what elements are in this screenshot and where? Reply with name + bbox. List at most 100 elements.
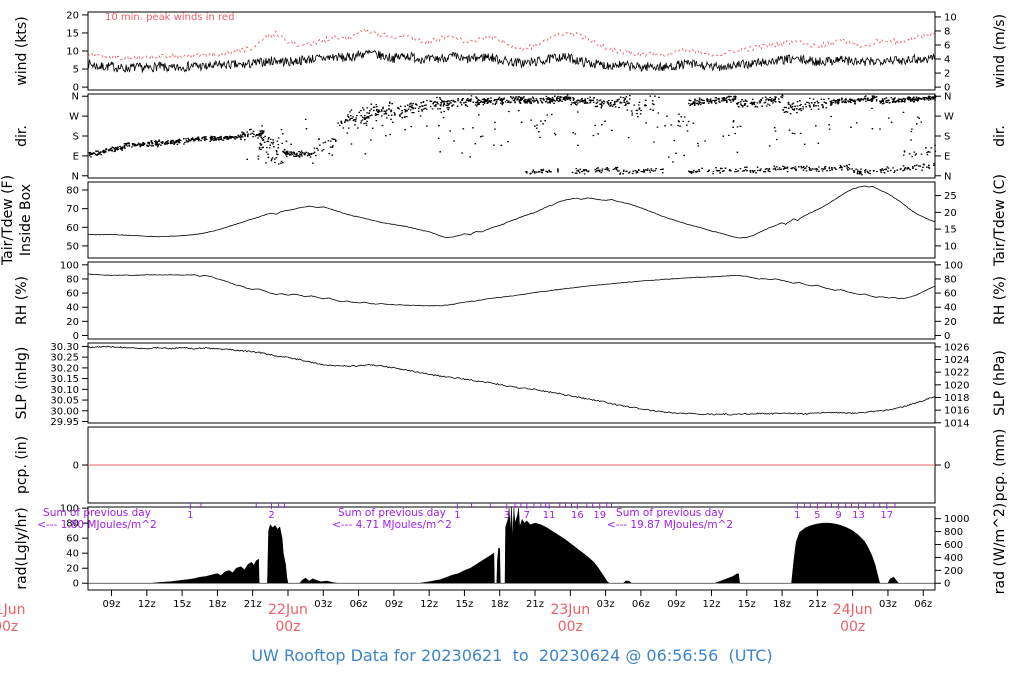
- ytick-label-left-temp: 80: [66, 186, 79, 197]
- axis-title-rh-right: RH (%): [992, 276, 1008, 325]
- rad-sum-line2: <--- 19.87 MJoules/m^2: [607, 519, 733, 531]
- xtick-label: 06z: [350, 599, 368, 610]
- ytick-label-left-slp: 30.10: [50, 385, 79, 396]
- ytick-label-left-slp: 30.20: [50, 363, 79, 374]
- xtick-label: 03z: [879, 599, 897, 610]
- ytick-label-right-slp: 1026: [944, 342, 969, 353]
- ytick-label-left-temp: 60: [66, 223, 79, 234]
- wind-direction-scatter: [88, 94, 937, 176]
- day-label-hour: 00z: [840, 619, 865, 635]
- ytick-label-left-rad: 20: [66, 564, 79, 575]
- ytick-label-left-rad: 60: [66, 534, 79, 545]
- ytick-label-right-rh: 20: [944, 317, 957, 328]
- ytick-label-right-rh: 0: [944, 331, 950, 342]
- panel-border-dir: [87, 93, 936, 179]
- panel-border-slp: [87, 342, 936, 424]
- axis-title-slp-left: SLP (inHg): [14, 347, 30, 420]
- ytick-label-right-rad: 800: [944, 527, 963, 538]
- ytick-label-left-rh: 100: [60, 260, 79, 271]
- axis-title-dir-right: dir.: [992, 125, 1008, 147]
- xtick-label: 09z: [385, 599, 403, 610]
- ytick-label-left-wind: 10: [66, 47, 79, 58]
- ytick-label-left-rad: 0: [73, 579, 79, 590]
- axis-title-temp-left-1: Tair/Tdew (F): [0, 175, 16, 266]
- ytick-label-right-rh: 40: [944, 303, 957, 314]
- ytick-label-right-wind: 10: [944, 12, 957, 23]
- ytick-label-right-temp: 15: [944, 225, 957, 236]
- axis-title-rad-right: rad (W/m^2): [992, 503, 1008, 594]
- ytick-label-left-rad: 40: [66, 549, 79, 560]
- ytick-label-right-rad: 600: [944, 540, 963, 551]
- ytick-label-left-slp: 30.30: [50, 342, 79, 353]
- ytick-label-left-dir: N: [72, 92, 79, 103]
- rad-sum-line1: Sum of previous day: [43, 507, 151, 519]
- rad-cumulative-label: 17: [880, 510, 893, 521]
- ytick-label-left-dir: S: [73, 132, 79, 143]
- rad-cumulative-label: 5: [814, 510, 820, 521]
- ytick-label-left-wind: 5: [73, 65, 79, 76]
- xtick-label: 03z: [597, 599, 615, 610]
- rad-sum-line1: Sum of previous day: [616, 507, 724, 519]
- axis-title-wind-right: wind (m/s): [992, 14, 1008, 88]
- panel-border-rad: [87, 506, 936, 591]
- rad-cumulative-label: 11: [543, 510, 556, 521]
- axis-title-wind-left: wind (kts): [14, 16, 30, 85]
- ytick-label-left-slp: 29.95: [50, 417, 79, 428]
- radiation-area: [88, 507, 935, 584]
- ytick-label-left-rad: 100: [60, 504, 79, 515]
- ytick-label-right-wind: 4: [944, 55, 950, 66]
- ytick-label-right-wind: 8: [944, 26, 950, 37]
- rad-sum-line2: <--- 1.80 MJoules/m^2: [37, 519, 157, 531]
- ytick-label-left-dir: W: [69, 112, 79, 123]
- ytick-label-left-dir: N: [72, 171, 79, 182]
- ytick-label-right-temp: 20: [944, 208, 957, 219]
- tair_f-series: [87, 185, 936, 239]
- panel-border-wind: [87, 11, 936, 91]
- wind_peak_10min_kts-series: [87, 28, 936, 62]
- xtick-label: 15z: [173, 599, 191, 610]
- rad-cumulative-label: 16: [571, 510, 584, 521]
- day-label-hour: 00z: [0, 619, 18, 635]
- day-label: 24Jun: [833, 602, 873, 618]
- xtick-label: 18z: [773, 599, 791, 610]
- axis-title-slp-right: SLP (hPa): [992, 350, 1008, 416]
- ytick-label-right-wind: 0: [944, 83, 950, 94]
- day-label-hour: 00z: [275, 619, 300, 635]
- xtick-label: 21z: [244, 599, 262, 610]
- ytick-label-left-pcp: 0: [73, 461, 79, 472]
- rad-cumulative-label: 9: [835, 510, 841, 521]
- day-label: 22Jun: [268, 602, 308, 618]
- ytick-label-left-rh: 40: [66, 303, 79, 314]
- axis-title-temp-right: Tair/Tdew (C): [992, 174, 1008, 267]
- rad-cumulative-label: 13: [852, 510, 865, 521]
- xtick-label: 21z: [808, 599, 826, 610]
- day-label-hour: 00z: [558, 619, 583, 635]
- axis-title-pcp-left: pcp. (in): [14, 436, 30, 494]
- rad-cumulative-label: 3: [504, 510, 510, 521]
- ytick-label-right-wind: 2: [944, 69, 950, 80]
- ytick-label-right-pcp: 0: [944, 461, 950, 472]
- day-label: 21Jun: [0, 602, 26, 618]
- ytick-label-right-slp: 1022: [944, 368, 969, 379]
- ytick-label-right-dir: E: [944, 151, 950, 162]
- xtick-label: 15z: [455, 599, 473, 610]
- axis-title-rh-left: RH (%): [14, 276, 30, 325]
- xtick-label: 09z: [103, 599, 121, 610]
- rad-cumulative-label: 1: [187, 510, 193, 521]
- rad-cumulative-label: 19: [593, 510, 606, 521]
- rad-sum-line2: <--- 4.71 MJoules/m^2: [332, 519, 452, 531]
- ytick-label-right-temp: 25: [944, 191, 957, 202]
- ytick-label-left-rh: 80: [66, 274, 79, 285]
- xtick-label: 06z: [914, 599, 932, 610]
- xtick-label: 06z: [632, 599, 650, 610]
- ytick-label-right-slp: 1018: [944, 393, 969, 404]
- ytick-label-left-temp: 70: [66, 204, 79, 215]
- ytick-label-left-rh: 0: [73, 331, 79, 342]
- xtick-label: 09z: [667, 599, 685, 610]
- axis-title-dir-left: dir.: [14, 125, 30, 147]
- ytick-label-right-rh: 80: [944, 274, 957, 285]
- ytick-label-left-temp: 50: [66, 241, 79, 252]
- ytick-label-right-dir: N: [944, 92, 951, 103]
- rad-sum-line1: Sum of previous day: [338, 507, 446, 519]
- ytick-label-left-rh: 20: [66, 317, 79, 328]
